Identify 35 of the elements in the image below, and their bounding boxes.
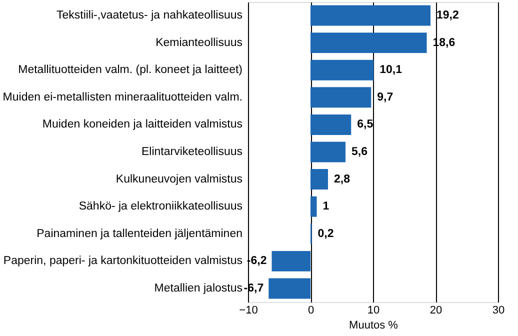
y-tick-label: Kulkuneuvojen valmistus bbox=[116, 173, 243, 186]
y-tick-label: Painaminen ja tallenteiden jäljentäminen bbox=[36, 228, 242, 240]
x-tick-label: 10 bbox=[367, 304, 380, 316]
data-label: 5,6 bbox=[352, 146, 368, 158]
bar bbox=[310, 32, 427, 54]
bar bbox=[310, 60, 374, 80]
data-label: 19,2 bbox=[436, 10, 459, 22]
x-tick-label: −10 bbox=[239, 304, 258, 316]
bar bbox=[310, 114, 352, 135]
data-label: 0,2 bbox=[318, 228, 334, 240]
y-tick-label: Metallituotteiden valm. (pl. koneet ja laitteet) bbox=[18, 64, 243, 76]
y-tick-label: Elintarviketeollisuus bbox=[142, 146, 243, 158]
y-tick-label: Kemianteollisuus bbox=[156, 36, 243, 49]
y-tick-label: Muiden koneiden ja laitteiden valmistus bbox=[42, 118, 243, 131]
y-tick-label: Metallien jalostus bbox=[154, 282, 243, 294]
y-tick-label: Muiden ei-metallisten mineraalituotteiden valm. bbox=[2, 91, 242, 104]
bar bbox=[310, 169, 328, 190]
bar bbox=[310, 142, 346, 162]
data-label: 9,7 bbox=[377, 91, 394, 104]
bar bbox=[310, 87, 372, 108]
bar bbox=[310, 5, 430, 26]
y-tick-label: Paperin, paperi- ja kartonkituotteiden valmistus bbox=[3, 255, 243, 268]
data-label: 10,1 bbox=[380, 64, 403, 76]
data-label: 1 bbox=[322, 200, 330, 213]
x-tick-label: 20 bbox=[430, 304, 442, 316]
data-label: 6,5 bbox=[357, 118, 374, 131]
x-axis-title: Muutos % bbox=[349, 320, 398, 332]
bar bbox=[310, 196, 317, 217]
y-tick-label: Sähkö- ja elektroniikkateollisuus bbox=[78, 200, 243, 213]
x-tick-label: 0 bbox=[308, 304, 314, 316]
data-label: 2,8 bbox=[334, 173, 351, 186]
bar bbox=[272, 250, 310, 272]
bar bbox=[268, 278, 310, 299]
x-tick-label: 30 bbox=[492, 304, 505, 316]
y-tick-label: Tekstiili-,vaatetus- ja nahkateollisuus bbox=[56, 10, 243, 22]
